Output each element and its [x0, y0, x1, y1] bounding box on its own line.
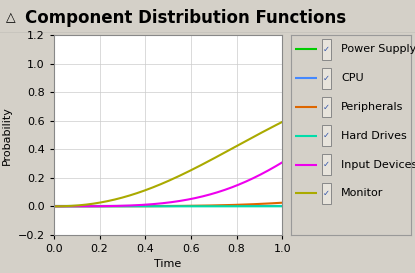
Monitor [204, 161, 209, 164]
Input Devices [186, 198, 191, 201]
Text: △: △ [6, 11, 16, 25]
Hard Drives [155, 205, 160, 208]
Text: ✓: ✓ [323, 74, 330, 83]
Monitor [110, 198, 115, 202]
Power Supply [204, 205, 209, 208]
Power Supply [51, 205, 56, 208]
Monitor [155, 184, 160, 187]
Bar [322, 183, 331, 204]
Text: Hard Drives: Hard Drives [341, 131, 407, 141]
Bar [322, 97, 331, 117]
Peripherals [110, 205, 115, 208]
Text: Peripherals: Peripherals [341, 102, 403, 112]
CPU [92, 205, 97, 208]
Monitor [280, 120, 285, 124]
Peripherals [186, 204, 191, 207]
Monitor [223, 150, 228, 154]
Text: Power Supply: Power Supply [341, 44, 415, 54]
CPU [223, 205, 228, 208]
Line: Input Devices: Input Devices [54, 162, 282, 206]
Input Devices [204, 194, 209, 197]
Text: CPU: CPU [341, 73, 364, 83]
Input Devices [51, 205, 56, 208]
Hard Drives [280, 204, 285, 208]
CPU [155, 205, 160, 208]
Hard Drives [110, 205, 115, 208]
Peripherals [51, 205, 56, 208]
CPU [186, 205, 191, 208]
Bar [322, 154, 331, 175]
Text: ✓: ✓ [323, 103, 330, 112]
Input Devices [280, 161, 285, 164]
CPU [51, 205, 56, 208]
Peripherals [223, 203, 228, 207]
Text: ✓: ✓ [323, 189, 330, 198]
Power Supply [110, 205, 115, 208]
Power Supply [223, 205, 228, 208]
Y-axis label: Probability: Probability [2, 106, 12, 165]
Bar [322, 39, 331, 60]
Text: Component Distribution Functions: Component Distribution Functions [25, 9, 346, 27]
Peripherals [155, 204, 160, 208]
Monitor [186, 170, 191, 173]
Hard Drives [204, 205, 209, 208]
Input Devices [92, 204, 97, 208]
Text: ✓: ✓ [323, 131, 330, 140]
Text: Input Devices: Input Devices [341, 160, 415, 170]
Hard Drives [92, 205, 97, 208]
Monitor [51, 205, 56, 208]
Hard Drives [186, 205, 191, 208]
CPU [110, 205, 115, 208]
Hard Drives [223, 205, 228, 208]
Line: Peripherals: Peripherals [54, 203, 282, 206]
Line: Monitor: Monitor [54, 122, 282, 206]
Input Devices [110, 204, 115, 208]
Power Supply [280, 205, 285, 208]
CPU [204, 205, 209, 208]
Hard Drives [51, 205, 56, 208]
Peripherals [92, 205, 97, 208]
CPU [280, 205, 285, 208]
X-axis label: Time: Time [154, 259, 182, 269]
Text: Monitor: Monitor [341, 188, 383, 198]
Text: ✓: ✓ [323, 45, 330, 54]
Power Supply [186, 205, 191, 208]
Bar [322, 125, 331, 146]
Input Devices [155, 202, 160, 205]
Bar [322, 68, 331, 89]
Monitor [92, 202, 97, 205]
Text: ✓: ✓ [323, 160, 330, 169]
Peripherals [280, 201, 285, 204]
Input Devices [223, 188, 228, 191]
Peripherals [204, 204, 209, 207]
Power Supply [155, 205, 160, 208]
Power Supply [92, 205, 97, 208]
